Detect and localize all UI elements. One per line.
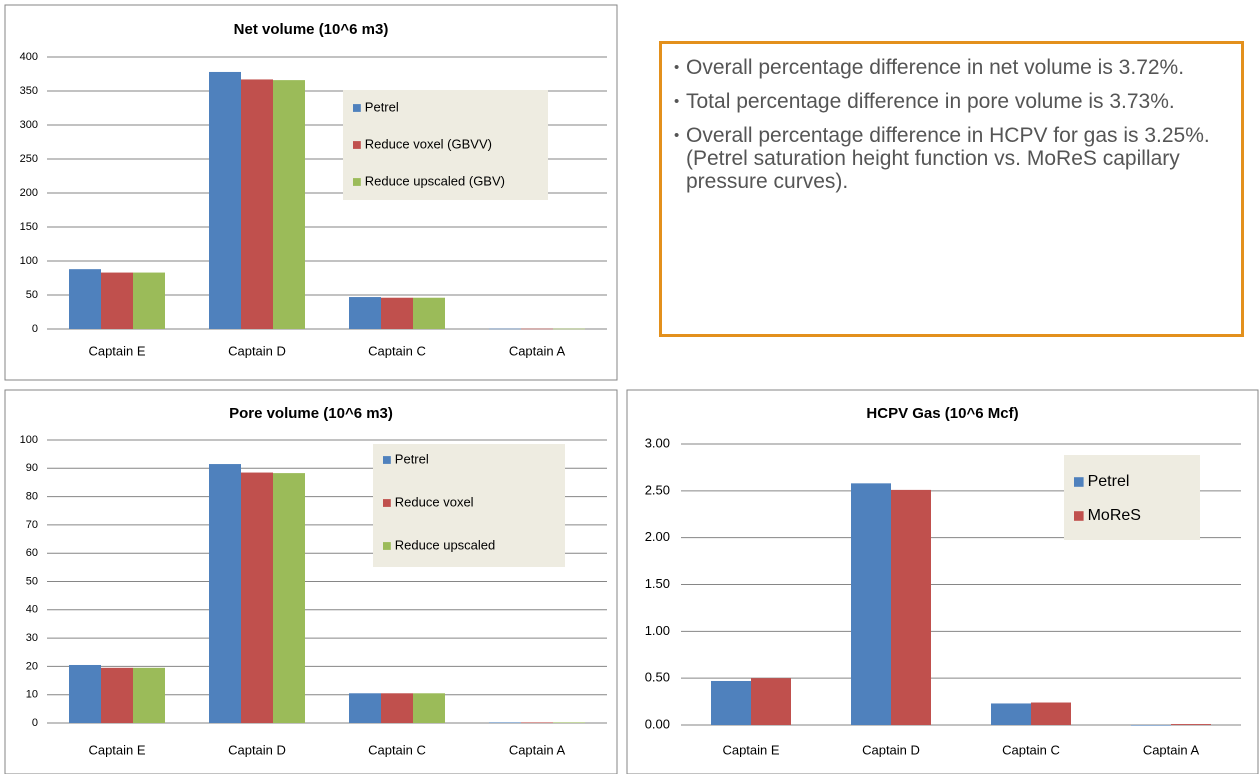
legend-label: Reduce upscaled (GBV) bbox=[365, 173, 505, 188]
y-tick-label: 90 bbox=[26, 462, 38, 474]
bar bbox=[413, 297, 445, 329]
y-tick-label: 1.00 bbox=[645, 623, 670, 638]
legend-label: Petrel bbox=[395, 451, 429, 466]
bar bbox=[991, 703, 1031, 725]
bar bbox=[101, 667, 133, 723]
note-bullet: Overall percentage difference in net vol… bbox=[674, 56, 1221, 79]
x-tick-label: Captain E bbox=[722, 742, 779, 757]
bar bbox=[1171, 724, 1211, 725]
bar bbox=[1131, 725, 1171, 726]
y-tick-label: 150 bbox=[20, 221, 38, 233]
legend-box bbox=[343, 90, 548, 200]
y-tick-label: 2.50 bbox=[645, 482, 670, 497]
y-tick-label: 0 bbox=[32, 323, 38, 335]
bar bbox=[241, 79, 273, 329]
x-tick-label: Captain D bbox=[228, 343, 286, 358]
bar bbox=[381, 297, 413, 329]
bar bbox=[209, 464, 241, 723]
legend-box bbox=[373, 444, 565, 567]
x-tick-label: Captain A bbox=[509, 343, 566, 358]
chart-title: Net volume (10^6 m3) bbox=[234, 21, 389, 38]
legend-label: Reduce voxel bbox=[395, 494, 474, 509]
x-tick-label: Captain C bbox=[368, 343, 426, 358]
x-tick-label: Captain D bbox=[228, 742, 286, 757]
legend-swatch bbox=[383, 456, 391, 464]
y-tick-label: 70 bbox=[26, 519, 38, 531]
y-tick-label: 3.00 bbox=[645, 435, 670, 450]
bar bbox=[349, 297, 381, 329]
y-tick-label: 30 bbox=[26, 632, 38, 644]
y-tick-label: 80 bbox=[26, 491, 38, 503]
y-tick-label: 50 bbox=[26, 289, 38, 301]
legend-swatch bbox=[353, 141, 361, 149]
y-tick-label: 60 bbox=[26, 547, 38, 559]
y-tick-label: 2.00 bbox=[645, 529, 670, 544]
bar bbox=[521, 722, 553, 724]
x-tick-label: Captain E bbox=[88, 343, 145, 358]
bar bbox=[273, 473, 305, 723]
y-tick-label: 200 bbox=[20, 187, 38, 199]
bar bbox=[381, 693, 413, 723]
legend-swatch bbox=[353, 178, 361, 186]
bar bbox=[133, 667, 165, 723]
bar bbox=[133, 272, 165, 329]
x-tick-label: Captain D bbox=[862, 742, 920, 757]
y-tick-label: 0.50 bbox=[645, 670, 670, 685]
bar bbox=[273, 80, 305, 330]
legend-label: Reduce voxel (GBVV) bbox=[365, 136, 492, 151]
bar bbox=[241, 472, 273, 723]
bar bbox=[69, 269, 101, 329]
x-tick-label: Captain C bbox=[368, 742, 426, 757]
legend-box bbox=[1064, 455, 1200, 540]
bar bbox=[413, 693, 445, 723]
bar bbox=[489, 722, 521, 724]
legend-swatch bbox=[383, 542, 391, 550]
bar bbox=[751, 678, 791, 725]
x-tick-label: Captain E bbox=[88, 742, 145, 757]
legend-swatch bbox=[353, 104, 361, 112]
bar bbox=[851, 483, 891, 725]
y-tick-label: 300 bbox=[20, 119, 38, 131]
y-tick-label: 40 bbox=[26, 604, 38, 616]
legend-swatch bbox=[1074, 477, 1084, 487]
legend-label: Reduce upscaled bbox=[395, 537, 495, 552]
note-bullet: Total percentage difference in pore volu… bbox=[674, 90, 1221, 113]
y-tick-label: 350 bbox=[20, 85, 38, 97]
bar bbox=[349, 693, 381, 723]
bar bbox=[891, 489, 931, 725]
x-tick-label: Captain A bbox=[509, 742, 566, 757]
bar bbox=[69, 664, 101, 723]
bar bbox=[1031, 702, 1071, 725]
legend-swatch bbox=[383, 499, 391, 507]
bar bbox=[553, 328, 585, 330]
y-tick-label: 50 bbox=[26, 575, 38, 587]
notes-box: Overall percentage difference in net vol… bbox=[659, 41, 1244, 337]
y-tick-label: 0 bbox=[32, 717, 38, 729]
bar bbox=[553, 722, 585, 724]
y-tick-label: 400 bbox=[20, 51, 38, 63]
legend-label: Petrel bbox=[1088, 473, 1130, 490]
bar bbox=[521, 328, 553, 330]
y-tick-label: 20 bbox=[26, 660, 38, 672]
bar bbox=[711, 680, 751, 725]
bar bbox=[209, 71, 241, 330]
legend-swatch bbox=[1074, 511, 1084, 521]
legend-label: MoReS bbox=[1088, 507, 1141, 524]
legend-label: Petrel bbox=[365, 99, 399, 114]
note-bullet: Overall percentage difference in HCPV fo… bbox=[674, 124, 1221, 193]
y-tick-label: 1.50 bbox=[645, 576, 670, 591]
x-tick-label: Captain A bbox=[1143, 742, 1200, 757]
bar bbox=[489, 328, 521, 330]
y-tick-label: 10 bbox=[26, 689, 38, 701]
chart-title: HCPV Gas (10^6 Mcf) bbox=[866, 405, 1018, 422]
bar bbox=[101, 272, 133, 329]
chart-title: Pore volume (10^6 m3) bbox=[229, 405, 393, 422]
y-tick-label: 100 bbox=[20, 434, 38, 446]
y-tick-label: 250 bbox=[20, 153, 38, 165]
y-tick-label: 0.00 bbox=[645, 716, 670, 731]
x-tick-label: Captain C bbox=[1002, 742, 1060, 757]
y-tick-label: 100 bbox=[20, 255, 38, 267]
